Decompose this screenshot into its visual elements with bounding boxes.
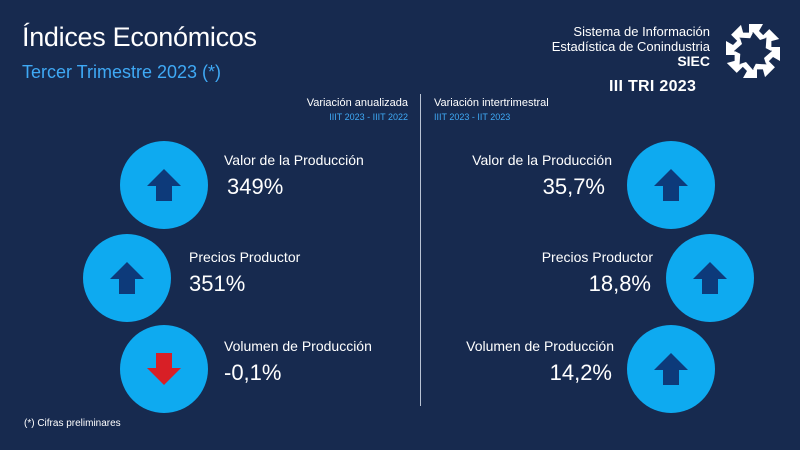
left-indicator-2-circle: [83, 234, 171, 322]
footnote: (*) Cifras preliminares: [24, 418, 121, 429]
left-indicator-1-circle: [120, 141, 208, 229]
left-indicator-2-value: 351%: [189, 271, 246, 296]
right-indicator-1-label: Valor de la Producción: [472, 152, 612, 168]
right-indicator-2-value: 18,8%: [588, 271, 651, 296]
arrow-up-icon: [654, 169, 688, 201]
right-column-heading: Variación intertrimestral: [434, 97, 549, 109]
page-subtitle: Tercer Trimestre 2023 (*): [22, 62, 222, 82]
arrow-up-icon: [147, 169, 181, 201]
left-indicator-1-label: Valor de la Producción: [224, 152, 364, 168]
left-indicator-3-value: -0,1%: [224, 360, 282, 385]
arrow-down-icon: [147, 353, 181, 385]
left-indicator-3-circle: [120, 325, 208, 413]
period-label: III TRI 2023: [609, 78, 697, 95]
arrow-up-icon: [654, 353, 688, 385]
org-name-line-1: Sistema de Información: [573, 24, 710, 39]
left-indicator-1-value: 349%: [227, 174, 284, 199]
left-indicator-2-label: Precios Productor: [189, 249, 301, 265]
right-indicator-2-circle: [666, 234, 754, 322]
column-divider: [420, 94, 421, 406]
page-title: Índices Económicos: [22, 22, 257, 52]
org-name-block: Sistema de Información Estadística de Co…: [552, 24, 710, 69]
arrows-ring-logo-icon: [724, 22, 782, 80]
right-indicator-1-circle: [627, 141, 715, 229]
left-column-period: IIIT 2023 - IIIT 2022: [329, 112, 408, 122]
right-indicator-3-circle: [627, 325, 715, 413]
right-indicator-2-label: Precios Productor: [541, 249, 653, 265]
left-column-heading: Variación anualizada: [306, 97, 408, 109]
org-name-line-2: Estadística de Conindustria: [551, 39, 710, 54]
arrow-up-icon: [110, 262, 144, 294]
right-indicator-3-label: Volumen de Producción: [466, 338, 614, 354]
right-column-period: IIIT 2023 - IIT 2023: [434, 112, 511, 122]
right-indicator-3-value: 14,2%: [549, 360, 612, 385]
arrow-up-icon: [693, 262, 727, 294]
right-indicator-1-value: 35,7%: [542, 174, 605, 199]
org-acronym: SIEC: [677, 53, 710, 69]
left-indicator-3-label: Volumen de Producción: [224, 338, 372, 354]
